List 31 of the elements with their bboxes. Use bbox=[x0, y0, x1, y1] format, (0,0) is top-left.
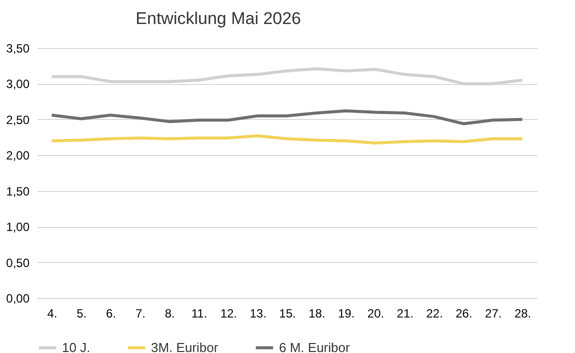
x-tick-label: 26. bbox=[456, 306, 472, 320]
y-tick-label: 2,00 bbox=[6, 148, 30, 163]
x-tick-label: 18. bbox=[308, 306, 326, 320]
x-tick-label: 7. bbox=[135, 306, 146, 320]
line-series bbox=[50, 109, 524, 126]
x-tick-label: 27. bbox=[485, 306, 502, 320]
y-tick-label: 1,00 bbox=[6, 220, 30, 234]
x-tick-label: 20. bbox=[367, 306, 384, 320]
x-tick-label: 15. bbox=[279, 306, 296, 320]
x-tick-label: 19. bbox=[338, 306, 355, 320]
x-tick-label: 22. bbox=[426, 306, 443, 320]
y-tick-label: 3,00 bbox=[6, 77, 30, 92]
chart-title: Entwicklung Mai 2026 bbox=[136, 9, 302, 28]
legend-label: 6 M. Euribor bbox=[279, 340, 350, 353]
x-tick-label: 6. bbox=[106, 306, 116, 320]
x-tick-label: 11. bbox=[191, 306, 208, 320]
x-tick-label: 28. bbox=[514, 306, 532, 320]
x-tick-label: 21. bbox=[396, 306, 414, 320]
x-tick-label: 5. bbox=[76, 306, 87, 320]
y-tick-label: 0,00 bbox=[6, 292, 30, 306]
legend-label: 10 J. bbox=[62, 340, 90, 353]
x-tick-label: 13. bbox=[250, 306, 266, 320]
x-tick-label: 12. bbox=[220, 306, 238, 320]
x-tick-label: 4. bbox=[47, 306, 58, 320]
y-tick-label: 3,50 bbox=[6, 42, 30, 56]
y-tick-label: 2,50 bbox=[6, 112, 30, 127]
line-series bbox=[50, 134, 524, 144]
y-tick-label: 1,50 bbox=[6, 184, 30, 198]
y-tick-label: 0,50 bbox=[6, 256, 30, 270]
legend-label: 3M. Euribor bbox=[151, 340, 219, 353]
x-tick-label: 8. bbox=[164, 306, 175, 320]
